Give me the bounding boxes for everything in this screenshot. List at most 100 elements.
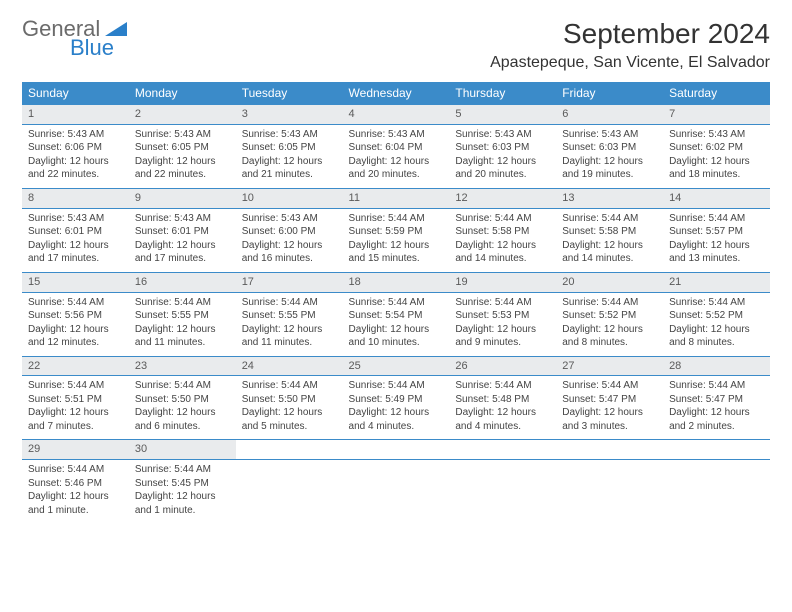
day-number-row: 1234567 (22, 105, 770, 125)
day-detail-sr: Sunrise: 5:44 AM (135, 296, 230, 310)
location: Apastepeque, San Vicente, El Salvador (490, 54, 770, 72)
day-detail-sr: Sunrise: 5:43 AM (562, 128, 657, 142)
day-detail-sr: Sunrise: 5:43 AM (28, 212, 123, 226)
day-detail-d2: and 12 minutes. (28, 336, 123, 350)
day-detail-d1: Daylight: 12 hours (135, 406, 230, 420)
day-detail-d1: Daylight: 12 hours (28, 406, 123, 420)
week-row: Sunrise: 5:43 AMSunset: 6:06 PMDaylight:… (22, 124, 770, 188)
day-number-row: 2930 (22, 440, 770, 460)
day-detail-sr: Sunrise: 5:44 AM (28, 379, 123, 393)
day-detail-ss: Sunset: 5:57 PM (669, 225, 764, 239)
day-number-row: 15161718192021 (22, 272, 770, 292)
day-detail-d2: and 19 minutes. (562, 168, 657, 182)
day-detail-sr: Sunrise: 5:44 AM (455, 296, 550, 310)
day-detail-ss: Sunset: 5:58 PM (562, 225, 657, 239)
month-title: September 2024 (490, 18, 770, 50)
day-number: 22 (22, 356, 129, 376)
day-detail-sr: Sunrise: 5:43 AM (669, 128, 764, 142)
day-detail-d1: Daylight: 12 hours (135, 490, 230, 504)
day-detail-d1: Daylight: 12 hours (455, 239, 550, 253)
day-detail-ss: Sunset: 6:03 PM (562, 141, 657, 155)
day-detail-d2: and 8 minutes. (669, 336, 764, 350)
day-cell: Sunrise: 5:43 AMSunset: 6:03 PMDaylight:… (449, 124, 556, 188)
day-detail-d2: and 22 minutes. (28, 168, 123, 182)
day-number: 28 (663, 356, 770, 376)
day-detail-d1: Daylight: 12 hours (349, 239, 444, 253)
day-number-row: 891011121314 (22, 188, 770, 208)
day-cell (449, 460, 556, 524)
day-detail-ss: Sunset: 6:01 PM (28, 225, 123, 239)
day-detail-ss: Sunset: 6:05 PM (242, 141, 337, 155)
day-cell (663, 460, 770, 524)
day-number: 27 (556, 356, 663, 376)
header: General Blue September 2024 Apastepeque,… (22, 18, 770, 72)
day-detail-sr: Sunrise: 5:44 AM (349, 296, 444, 310)
day-detail-ss: Sunset: 5:55 PM (242, 309, 337, 323)
day-detail-ss: Sunset: 5:54 PM (349, 309, 444, 323)
day-number: 14 (663, 188, 770, 208)
day-number: 26 (449, 356, 556, 376)
calendar-table: Sunday Monday Tuesday Wednesday Thursday… (22, 82, 770, 523)
day-detail-d2: and 9 minutes. (455, 336, 550, 350)
day-detail-sr: Sunrise: 5:44 AM (455, 212, 550, 226)
day-detail-ss: Sunset: 5:47 PM (562, 393, 657, 407)
day-detail-d2: and 3 minutes. (562, 420, 657, 434)
day-detail-d2: and 4 minutes. (455, 420, 550, 434)
day-number: 9 (129, 188, 236, 208)
day-detail-d2: and 18 minutes. (669, 168, 764, 182)
day-number: 4 (343, 105, 450, 125)
day-detail-ss: Sunset: 5:56 PM (28, 309, 123, 323)
day-detail-ss: Sunset: 5:59 PM (349, 225, 444, 239)
day-detail-d1: Daylight: 12 hours (669, 406, 764, 420)
day-detail-d2: and 7 minutes. (28, 420, 123, 434)
day-number: 8 (22, 188, 129, 208)
day-detail-sr: Sunrise: 5:44 AM (562, 212, 657, 226)
day-number: 21 (663, 272, 770, 292)
day-number: 20 (556, 272, 663, 292)
day-cell: Sunrise: 5:43 AMSunset: 6:03 PMDaylight:… (556, 124, 663, 188)
weekday-header: Saturday (663, 82, 770, 105)
day-detail-sr: Sunrise: 5:44 AM (562, 296, 657, 310)
day-detail-d1: Daylight: 12 hours (669, 323, 764, 337)
day-cell: Sunrise: 5:44 AMSunset: 5:58 PMDaylight:… (449, 208, 556, 272)
day-number (449, 440, 556, 460)
day-cell: Sunrise: 5:43 AMSunset: 6:01 PMDaylight:… (22, 208, 129, 272)
day-detail-d2: and 16 minutes. (242, 252, 337, 266)
day-detail-ss: Sunset: 5:51 PM (28, 393, 123, 407)
day-detail-d2: and 20 minutes. (455, 168, 550, 182)
day-cell: Sunrise: 5:44 AMSunset: 5:48 PMDaylight:… (449, 376, 556, 440)
day-number: 6 (556, 105, 663, 125)
day-cell: Sunrise: 5:44 AMSunset: 5:59 PMDaylight:… (343, 208, 450, 272)
week-row: Sunrise: 5:44 AMSunset: 5:46 PMDaylight:… (22, 460, 770, 524)
weekday-header: Tuesday (236, 82, 343, 105)
day-cell: Sunrise: 5:44 AMSunset: 5:49 PMDaylight:… (343, 376, 450, 440)
weekday-header: Thursday (449, 82, 556, 105)
day-detail-sr: Sunrise: 5:43 AM (349, 128, 444, 142)
day-cell: Sunrise: 5:44 AMSunset: 5:50 PMDaylight:… (129, 376, 236, 440)
day-number: 7 (663, 105, 770, 125)
day-number: 24 (236, 356, 343, 376)
day-detail-d2: and 17 minutes. (135, 252, 230, 266)
day-detail-d1: Daylight: 12 hours (455, 406, 550, 420)
day-detail-d2: and 6 minutes. (135, 420, 230, 434)
day-detail-sr: Sunrise: 5:44 AM (242, 379, 337, 393)
day-detail-ss: Sunset: 6:03 PM (455, 141, 550, 155)
day-detail-d2: and 17 minutes. (28, 252, 123, 266)
day-number (236, 440, 343, 460)
day-cell: Sunrise: 5:43 AMSunset: 6:01 PMDaylight:… (129, 208, 236, 272)
day-cell: Sunrise: 5:44 AMSunset: 5:52 PMDaylight:… (663, 292, 770, 356)
day-detail-d1: Daylight: 12 hours (242, 239, 337, 253)
day-detail-sr: Sunrise: 5:43 AM (455, 128, 550, 142)
day-number: 1 (22, 105, 129, 125)
weekday-header: Monday (129, 82, 236, 105)
day-cell: Sunrise: 5:44 AMSunset: 5:58 PMDaylight:… (556, 208, 663, 272)
day-detail-d1: Daylight: 12 hours (349, 406, 444, 420)
day-number: 10 (236, 188, 343, 208)
day-detail-d2: and 11 minutes. (242, 336, 337, 350)
day-detail-ss: Sunset: 5:49 PM (349, 393, 444, 407)
day-detail-d2: and 13 minutes. (669, 252, 764, 266)
day-detail-ss: Sunset: 5:58 PM (455, 225, 550, 239)
day-cell: Sunrise: 5:43 AMSunset: 6:05 PMDaylight:… (129, 124, 236, 188)
day-number: 13 (556, 188, 663, 208)
day-cell: Sunrise: 5:43 AMSunset: 6:00 PMDaylight:… (236, 208, 343, 272)
